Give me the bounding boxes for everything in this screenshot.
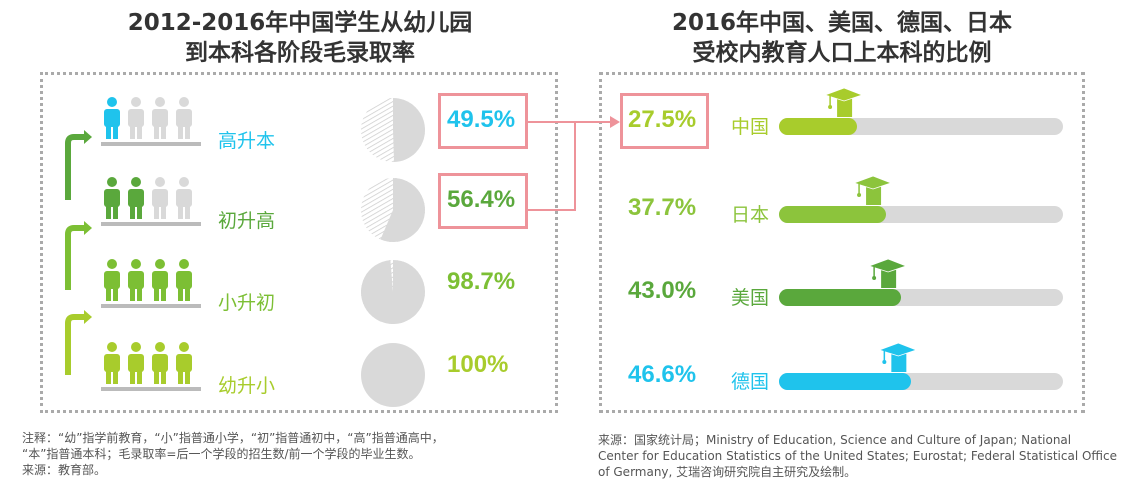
- left-title: 2012-2016年中国学生从幼儿园 到本科各阶段毛录取率: [40, 8, 560, 68]
- person-icon: [104, 177, 120, 219]
- highlight-box: [620, 93, 709, 149]
- arrow-up-right-icon: [65, 310, 92, 375]
- person-icon: [176, 342, 192, 384]
- ratio-value: 27.5%: [628, 106, 697, 133]
- baseline: [101, 387, 201, 391]
- baseline: [101, 222, 201, 226]
- bar-track: [779, 118, 1063, 135]
- person-icon: [176, 177, 192, 219]
- pie-slice: [361, 260, 425, 324]
- source-line: Center for Education Statistics of the U…: [598, 449, 1118, 463]
- right-title: 2016年中国、美国、德国、日本 受校内教育人口上本科的比例: [600, 8, 1084, 68]
- bar-track: [779, 373, 1063, 390]
- pie-slice: [380, 178, 425, 242]
- pie-slice: [393, 98, 425, 162]
- country-label: 日本: [731, 204, 770, 226]
- ratio-value: 43.0%: [628, 277, 697, 304]
- graduation-cap-icon: [823, 87, 864, 117]
- right-title-line2: 受校内教育人口上本科的比例: [692, 40, 992, 66]
- person-icon: [152, 177, 168, 219]
- highlight-box: [438, 173, 528, 229]
- person-icon: [128, 177, 144, 219]
- country-label: 美国: [731, 287, 770, 309]
- pie-remainder: [361, 343, 425, 407]
- graduation-cap-icon: [867, 258, 908, 288]
- person-icon: [128, 259, 144, 301]
- graduation-cap-icon: [852, 175, 893, 205]
- stage-label: 小升初: [218, 292, 276, 314]
- person-icon: [152, 97, 168, 139]
- person-icon: [176, 259, 192, 301]
- baseline: [101, 142, 201, 146]
- rate-value: 100%: [447, 351, 509, 378]
- source-line: 来源：国家统计局；Ministry of Education, Science …: [598, 433, 1072, 447]
- left-notes: 注释：“幼”指学前教育，“小”指普通小学，“初”指普通初中，“高”指普通高中， …: [22, 430, 444, 478]
- stage-label: 初升高: [218, 210, 276, 232]
- country-label: 德国: [731, 371, 770, 393]
- stage-label: 幼升小: [218, 375, 276, 397]
- stage-label: 高升本: [218, 130, 276, 152]
- right-panel: [599, 72, 1085, 413]
- right-title-line1: 2016年中国、美国、德国、日本: [671, 10, 1012, 36]
- graduation-cap-icon: [878, 342, 918, 372]
- person-icon: [104, 97, 120, 139]
- connector-line: [528, 121, 612, 211]
- arrow-up-right-icon: [65, 221, 92, 290]
- arrow-icon: [610, 116, 620, 128]
- person-icon: [176, 97, 192, 139]
- source-line: of Germany, 艾瑞咨询研究院自主研究及绘制。: [598, 465, 857, 479]
- arrow-up-right-icon: [65, 130, 92, 200]
- person-icon: [128, 342, 144, 384]
- country-label: 中国: [731, 116, 770, 138]
- rate-value: 56.4%: [447, 186, 516, 213]
- ratio-value: 46.6%: [628, 361, 697, 388]
- highlight-box: [438, 93, 528, 149]
- bar-track: [779, 206, 1063, 223]
- left-panel: [40, 72, 558, 413]
- note-line: “本”指普通本科；毛录取率=后一个学段的招生数/前一个学段的毕业生数。: [22, 447, 421, 461]
- person-icon: [104, 259, 120, 301]
- bar-fill: [779, 118, 858, 135]
- person-icon: [152, 342, 168, 384]
- note-line: 注释：“幼”指学前教育，“小”指普通小学，“初”指普通初中，“高”指普通高中，: [22, 431, 444, 445]
- source-line: 来源：教育部。: [22, 463, 107, 477]
- person-icon: [104, 342, 120, 384]
- bar-fill: [779, 289, 902, 306]
- rate-value: 98.7%: [447, 268, 516, 295]
- rate-value: 49.5%: [447, 106, 516, 133]
- baseline: [101, 304, 201, 308]
- person-icon: [152, 259, 168, 301]
- left-title-line1: 2012-2016年中国学生从幼儿园: [127, 10, 473, 36]
- bar-fill: [779, 373, 912, 390]
- left-title-line2: 到本科各阶段毛录取率: [185, 40, 415, 66]
- person-icon: [128, 97, 144, 139]
- right-notes: 来源：国家统计局；Ministry of Education, Science …: [598, 432, 1117, 480]
- ratio-value: 37.7%: [628, 194, 697, 221]
- bar-fill: [779, 206, 887, 223]
- bar-track: [779, 289, 1063, 306]
